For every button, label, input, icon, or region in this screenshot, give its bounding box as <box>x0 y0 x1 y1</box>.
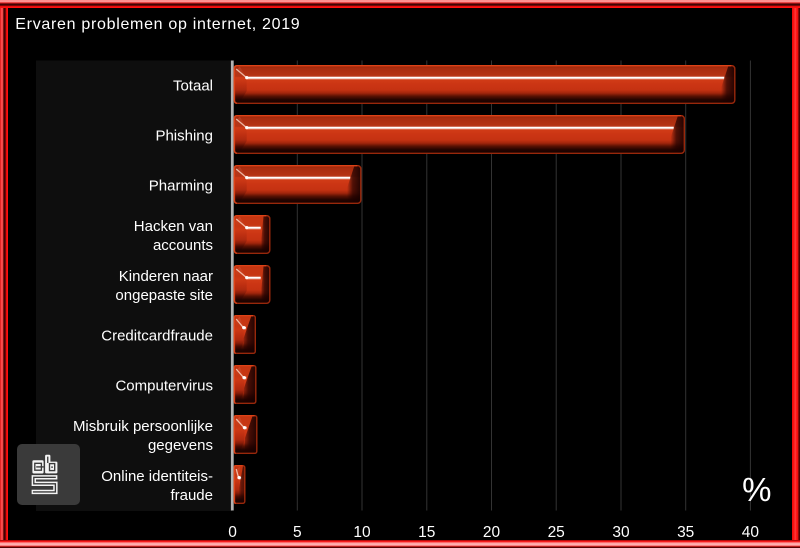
svg-text:Online identiteis-: Online identiteis- <box>101 468 213 485</box>
svg-text:5: 5 <box>293 524 302 541</box>
svg-text:30: 30 <box>612 524 630 541</box>
svg-text:0: 0 <box>228 524 237 541</box>
svg-text:Pharming: Pharming <box>149 178 213 195</box>
svg-text:fraude: fraude <box>170 487 213 504</box>
svg-text:Kinderen naar: Kinderen naar <box>119 268 213 285</box>
svg-text:15: 15 <box>418 524 435 541</box>
svg-text:25: 25 <box>548 524 565 541</box>
svg-text:ongepaste site: ongepaste site <box>115 287 213 304</box>
svg-text:10: 10 <box>353 524 371 541</box>
svg-text:Computervirus: Computervirus <box>115 378 213 395</box>
svg-text:%: % <box>742 471 771 508</box>
svg-text:Hacken van: Hacken van <box>134 218 213 235</box>
svg-text:Totaal: Totaal <box>173 78 213 95</box>
svg-text:Phishing: Phishing <box>155 128 213 145</box>
svg-text:Ervaren problemen op internet,: Ervaren problemen op internet, 2019 <box>15 16 300 33</box>
svg-text:Creditcardfraude: Creditcardfraude <box>101 328 213 345</box>
svg-text:Misbruik persoonlijke: Misbruik persoonlijke <box>73 418 213 435</box>
svg-text:35: 35 <box>677 524 694 541</box>
svg-text:20: 20 <box>483 524 501 541</box>
svg-text:gegevens: gegevens <box>148 437 213 454</box>
svg-text:accounts: accounts <box>153 237 213 254</box>
svg-text:40: 40 <box>742 524 760 541</box>
